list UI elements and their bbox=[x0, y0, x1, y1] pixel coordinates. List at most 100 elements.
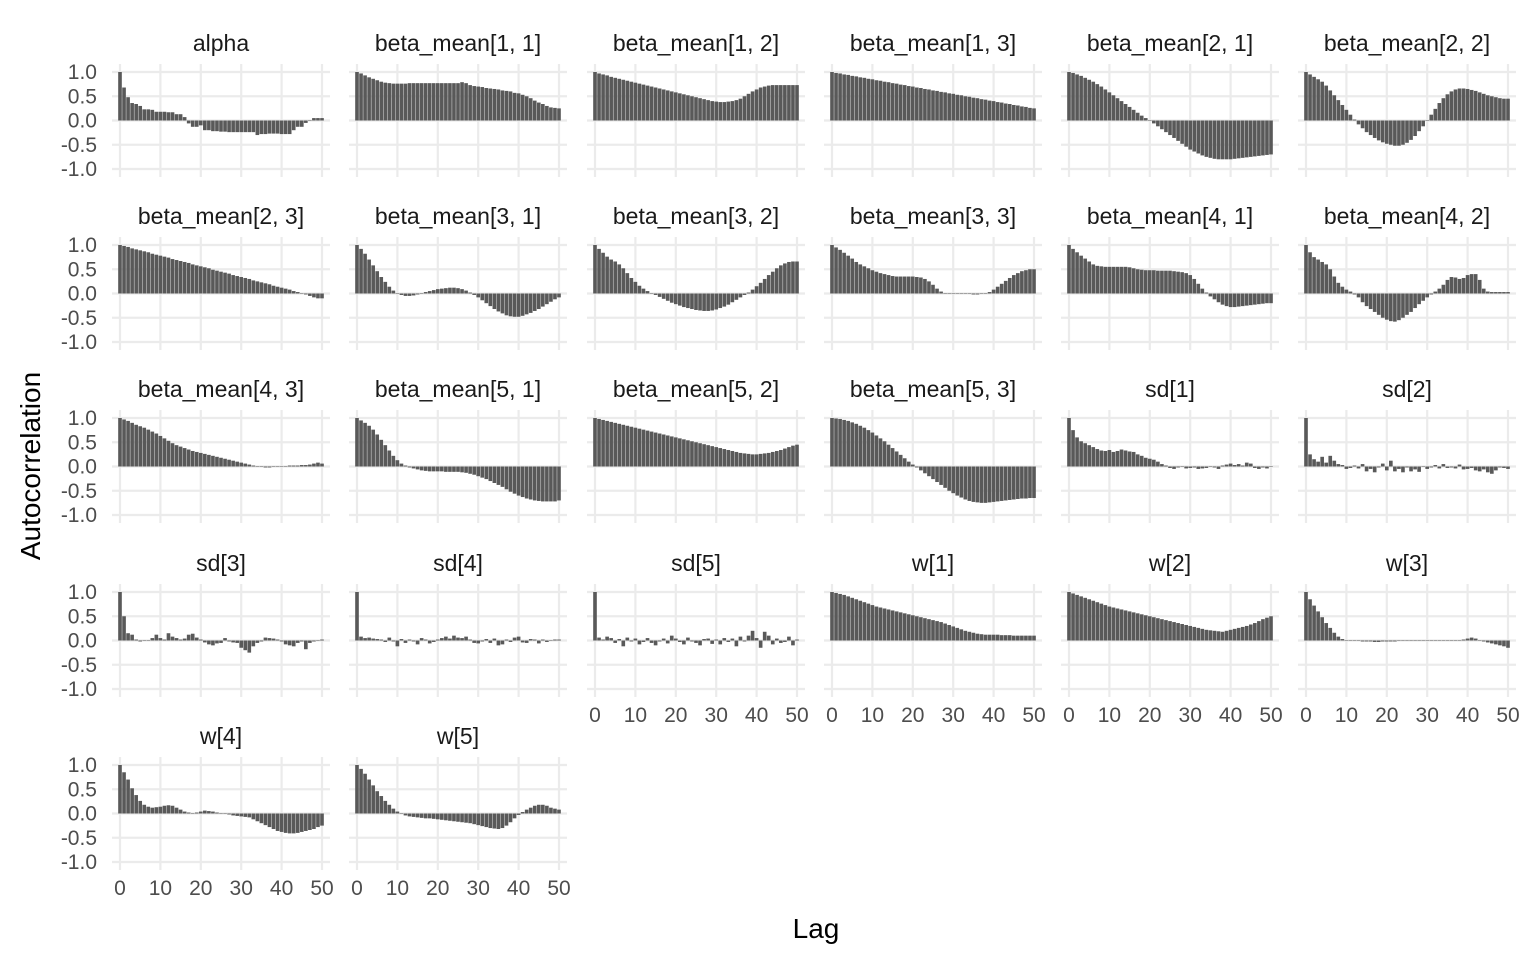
acf-bar bbox=[1336, 100, 1341, 121]
facet-panel: w[3] 0 10 20 30 40 50 bbox=[1298, 550, 1520, 727]
acf-bar bbox=[1156, 618, 1160, 641]
acf-bar bbox=[795, 444, 799, 467]
acf-bar bbox=[710, 640, 714, 644]
acf-bar bbox=[1204, 120, 1209, 157]
acf-bar bbox=[423, 466, 428, 471]
acf-bar bbox=[1107, 266, 1112, 294]
acf-bar bbox=[411, 466, 416, 469]
acf-bar bbox=[967, 631, 972, 641]
acf-bar bbox=[440, 638, 444, 641]
acf-bar bbox=[791, 261, 795, 294]
acf-bar bbox=[1380, 640, 1385, 642]
acf-bar bbox=[557, 466, 561, 501]
acf-bar bbox=[468, 466, 472, 474]
acf-bar bbox=[1449, 91, 1454, 121]
acf-bar bbox=[122, 616, 126, 641]
acf-bar bbox=[162, 111, 167, 121]
acf-bar bbox=[1441, 464, 1446, 467]
facet-panel: w[1] 0 10 20 30 40 50 bbox=[824, 550, 1046, 727]
acf-bar bbox=[243, 813, 248, 817]
acf-bar bbox=[524, 466, 529, 499]
acf-bar bbox=[1228, 293, 1233, 308]
acf-bar bbox=[391, 83, 396, 121]
acf-bar bbox=[166, 633, 171, 641]
acf-bar bbox=[1389, 120, 1393, 145]
acf-bar bbox=[170, 259, 175, 294]
acf-bar bbox=[726, 101, 731, 121]
acf-bar bbox=[312, 640, 316, 642]
acf-bar bbox=[476, 293, 481, 298]
acf-bar bbox=[882, 274, 887, 294]
acf-bar bbox=[947, 624, 951, 641]
acf-bar bbox=[1465, 275, 1470, 294]
acf-bar bbox=[947, 293, 951, 294]
acf-bar bbox=[312, 293, 316, 298]
acf-bar bbox=[512, 813, 517, 819]
acf-bar bbox=[834, 418, 838, 467]
acf-bar bbox=[682, 94, 686, 121]
acf-bar bbox=[118, 72, 122, 121]
acf-bar bbox=[549, 640, 553, 641]
x-tick-label: 20 bbox=[664, 704, 687, 727]
acf-bar bbox=[1079, 255, 1083, 294]
acf-bar bbox=[979, 634, 984, 641]
acf-bar bbox=[1364, 293, 1369, 307]
acf-bar bbox=[1368, 293, 1373, 310]
acf-bar bbox=[1405, 293, 1409, 315]
acf-bar bbox=[308, 120, 312, 121]
acf-bar bbox=[593, 245, 597, 294]
acf-bar bbox=[287, 813, 292, 834]
acf-bar bbox=[1352, 293, 1357, 295]
acf-bar bbox=[415, 466, 420, 470]
acf-bar bbox=[431, 466, 436, 472]
acf-bar bbox=[154, 111, 159, 121]
acf-bar bbox=[1143, 118, 1148, 121]
acf-bar bbox=[154, 433, 159, 467]
acf-bar bbox=[774, 638, 779, 641]
acf-bar bbox=[431, 83, 436, 121]
acf-bar bbox=[906, 276, 911, 294]
acf-bar bbox=[890, 610, 895, 641]
acf-bar bbox=[1075, 437, 1079, 467]
acf-bar bbox=[1445, 94, 1450, 121]
acf-bar bbox=[1152, 459, 1156, 467]
acf-bar bbox=[673, 437, 678, 467]
acf-bar bbox=[779, 450, 783, 467]
acf-bar bbox=[1490, 292, 1494, 294]
acf-bar bbox=[1075, 74, 1079, 121]
acf-bar bbox=[919, 466, 923, 471]
acf-bar bbox=[1421, 466, 1425, 467]
acf-bar bbox=[283, 813, 288, 833]
acf-bar bbox=[1071, 72, 1075, 121]
acf-bar bbox=[1393, 293, 1397, 322]
acf-bar bbox=[134, 795, 138, 814]
acf-bar bbox=[1316, 611, 1320, 641]
acf-bar bbox=[239, 640, 244, 648]
acf-bar bbox=[178, 114, 183, 121]
acf-bar bbox=[1461, 639, 1466, 641]
acf-bar bbox=[231, 275, 235, 294]
acf-bar bbox=[1176, 120, 1180, 141]
acf-bar bbox=[178, 809, 183, 814]
acf-bar bbox=[967, 293, 972, 294]
acf-bar bbox=[138, 640, 143, 642]
acf-bar bbox=[678, 640, 682, 642]
acf-bar bbox=[625, 273, 630, 294]
acf-bar bbox=[678, 438, 682, 467]
x-tick-label: 10 bbox=[624, 704, 647, 727]
acf-bar bbox=[1340, 104, 1345, 121]
acf-bar bbox=[694, 293, 698, 310]
acf-bar bbox=[134, 104, 138, 121]
acf-bar bbox=[359, 768, 363, 814]
acf-bar bbox=[553, 107, 557, 121]
y-tick-label: 0.0 bbox=[68, 803, 97, 826]
panel-title: sd[2] bbox=[1382, 376, 1432, 402]
acf-bar bbox=[472, 640, 476, 643]
acf-bar bbox=[553, 808, 557, 814]
acf-bar bbox=[1421, 640, 1425, 641]
acf-bar bbox=[1360, 640, 1365, 642]
acf-bar bbox=[247, 813, 252, 818]
acf-bar bbox=[959, 293, 964, 294]
acf-bar bbox=[983, 293, 988, 294]
acf-bar bbox=[403, 640, 408, 643]
